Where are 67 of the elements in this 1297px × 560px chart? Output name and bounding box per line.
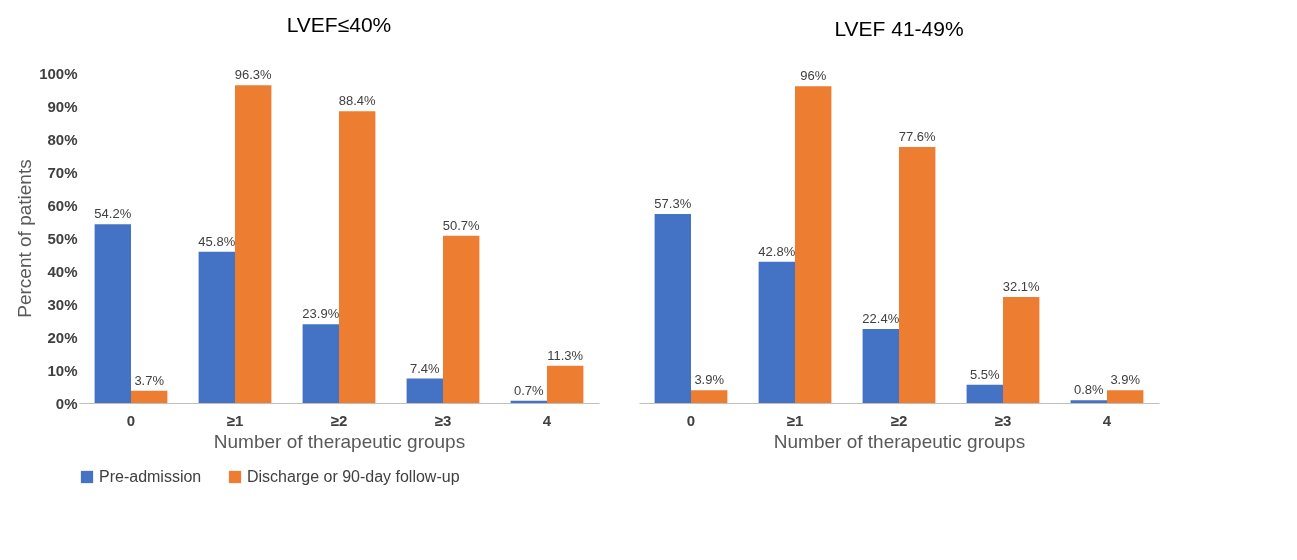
x-tick-label: 0 [126, 411, 136, 429]
x-tick-label: ≥2 [890, 411, 908, 429]
data-label: 88.4% [338, 93, 377, 109]
bar [691, 390, 728, 403]
x-tick-label: ≥1 [786, 411, 804, 429]
bar [1070, 400, 1107, 403]
x-tick-label: 4 [1102, 411, 1112, 429]
data-label: 96% [800, 68, 827, 84]
data-label: 45.8% [198, 233, 236, 249]
bar [966, 384, 1003, 403]
bar [1003, 297, 1040, 403]
bar [547, 365, 584, 403]
y-tick-label: 30% [47, 295, 78, 313]
bar [1107, 390, 1144, 403]
y-tick-label: 40% [47, 262, 78, 280]
y-tick-label: 20% [47, 328, 78, 346]
data-label: 3.9% [1110, 372, 1141, 388]
y-axis-title: Percent of patients [14, 159, 36, 318]
x-axis-title: Number of therapeutic groups [213, 430, 466, 452]
data-label: 3.9% [694, 372, 725, 388]
x-tick-label: ≥3 [994, 411, 1012, 429]
y-tick-label: 0% [55, 394, 78, 412]
data-label: 54.2% [94, 206, 132, 222]
bar [443, 235, 480, 403]
chart-title: LVEF 41-49% [834, 17, 964, 41]
data-label: 3.7% [134, 372, 165, 388]
y-tick-label: 90% [47, 97, 78, 115]
data-label: 50.7% [442, 217, 481, 233]
bar [235, 85, 272, 403]
y-tick-label: 50% [47, 229, 78, 247]
bar [94, 224, 131, 403]
y-tick-label: 10% [47, 361, 78, 379]
chart-title: LVEF≤40% [286, 13, 392, 36]
data-label: 42.8% [758, 243, 796, 259]
data-label: 23.9% [302, 306, 340, 322]
data-label: 57.3% [654, 195, 692, 211]
data-label: 11.3% [547, 347, 584, 363]
x-tick-label: 0 [686, 411, 696, 429]
data-label: 0.8% [1073, 382, 1105, 398]
bar [758, 261, 795, 403]
x-tick-label: 4 [542, 411, 552, 429]
y-tick-label: 60% [47, 196, 78, 214]
legend-label: Discharge or 90-day follow-up [247, 468, 460, 485]
x-axis-title: Number of therapeutic groups [773, 430, 1026, 452]
bar [302, 324, 339, 403]
x-tick-label: ≥2 [330, 411, 348, 429]
x-tick-label: ≥1 [226, 411, 244, 429]
legend-label: Pre-admission [99, 468, 202, 485]
bar [131, 390, 168, 403]
bar [406, 378, 443, 403]
data-label: 7.4% [409, 360, 441, 376]
bar [339, 111, 376, 403]
x-tick-label: ≥3 [434, 411, 452, 429]
data-label: 0.7% [513, 382, 545, 398]
bar [862, 329, 899, 403]
bar [654, 213, 691, 403]
y-tick-label: 70% [47, 163, 78, 181]
data-label: 96.3% [234, 67, 273, 83]
y-tick-label: 100% [39, 64, 78, 82]
data-label: 32.1% [1002, 279, 1041, 295]
bar [198, 251, 235, 403]
bar [899, 146, 936, 403]
data-label: 5.5% [969, 366, 1001, 382]
data-label: 77.6% [898, 128, 937, 144]
bar [795, 86, 832, 403]
data-label: 22.4% [862, 311, 900, 327]
y-tick-label: 80% [47, 130, 78, 148]
